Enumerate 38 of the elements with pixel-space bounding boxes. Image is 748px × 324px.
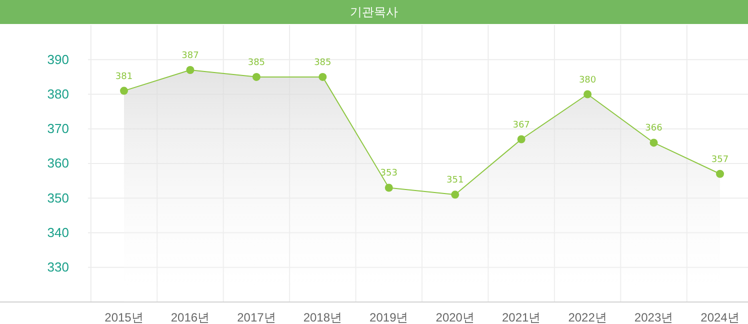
data-label: 357 xyxy=(711,154,729,165)
x-tick-label: 2021년 xyxy=(502,310,541,324)
data-label: 351 xyxy=(446,176,464,186)
y-tick-label: 340 xyxy=(47,224,69,240)
point xyxy=(120,86,128,95)
data-label: 381 xyxy=(115,72,133,82)
point xyxy=(584,90,592,98)
point xyxy=(517,135,526,144)
x-tick-label: 2019년 xyxy=(370,310,408,324)
x-tick-label: 2022년 xyxy=(568,310,607,324)
y-tick-label: 390 xyxy=(47,52,69,67)
point xyxy=(318,72,327,81)
data-label: 380 xyxy=(578,75,596,86)
y-tick-label: 380 xyxy=(47,86,69,102)
data-label: 367 xyxy=(512,120,530,130)
point xyxy=(650,138,658,147)
y-tick-label: 350 xyxy=(47,190,69,206)
point xyxy=(451,190,460,199)
point xyxy=(186,66,194,74)
y-tick-label: 360 xyxy=(47,156,69,171)
x-tick-label: 2018년 xyxy=(303,310,342,324)
x-tick-label: 2015년 xyxy=(104,310,144,324)
y-tick-label: 330 xyxy=(47,260,69,275)
x-tick-label: 2020년 xyxy=(436,310,474,324)
point xyxy=(716,170,724,178)
y-tick-label: 370 xyxy=(47,121,69,136)
x-tick-label: 2024년 xyxy=(700,310,740,324)
point xyxy=(252,72,260,81)
x-tick-label: 2023년 xyxy=(634,310,674,324)
data-label: 387 xyxy=(182,51,199,62)
data-label: 353 xyxy=(380,168,398,179)
data-label: 366 xyxy=(645,124,663,134)
x-tick-label: 2017년 xyxy=(237,310,276,324)
point xyxy=(384,184,393,192)
data-label: 385 xyxy=(314,58,332,68)
chart-title: 기관목사 xyxy=(350,5,398,19)
data-label: 385 xyxy=(248,58,266,68)
x-tick-label: 2016년 xyxy=(170,310,210,324)
